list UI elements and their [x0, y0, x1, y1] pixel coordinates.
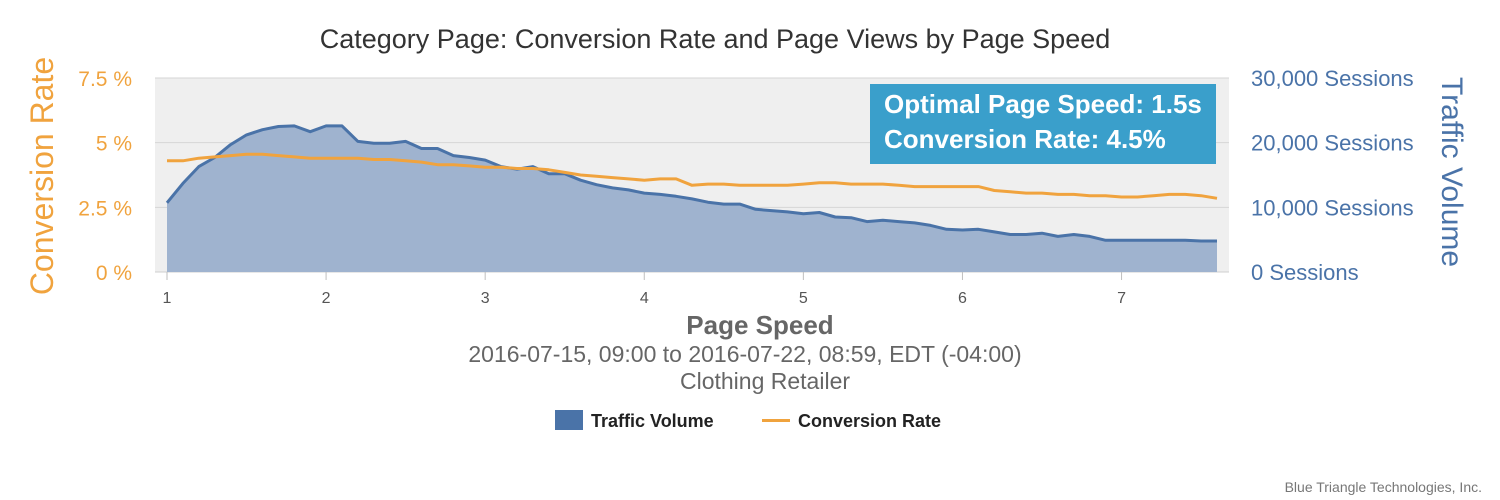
right-tick-label: 10,000 Sessions	[1251, 195, 1414, 220]
legend-swatch-conversion	[762, 419, 790, 422]
annotation-line-1: Optimal Page Speed: 1.5s	[884, 89, 1202, 119]
left-tick-label: 0 %	[96, 262, 132, 285]
x-tick-label: 3	[481, 290, 490, 307]
legend-label-traffic: Traffic Volume	[591, 411, 714, 431]
right-tick-label: 30,000 Sessions	[1251, 66, 1414, 91]
annotation-line-2: Conversion Rate: 4.5%	[884, 124, 1166, 154]
x-tick-label: 4	[640, 290, 649, 307]
right-axis: 0 Sessions 10,000 Sessions 20,000 Sessions…	[1251, 66, 1414, 285]
x-tick-label: 2	[322, 290, 331, 307]
annotation-box: Optimal Page Speed: 1.5s Conversion Rate…	[870, 84, 1216, 164]
right-axis-label: Traffic Volume	[1435, 77, 1468, 267]
legend-item-traffic[interactable]: Traffic Volume	[555, 410, 714, 431]
left-axis-label: Conversion Rate	[24, 57, 60, 295]
annotation-background	[870, 84, 1216, 164]
legend-label-conversion: Conversion Rate	[798, 411, 941, 431]
legend: Traffic Volume Conversion Rate	[555, 410, 941, 431]
legend-swatch-traffic	[555, 410, 583, 430]
x-axis: 1 2 3 4 5 6 7	[163, 272, 1126, 307]
conversion-layer	[167, 152, 1218, 200]
legend-item-conversion[interactable]: Conversion Rate	[762, 411, 941, 431]
left-tick-label: 5 %	[96, 133, 132, 156]
subtitle-company: Clothing Retailer	[680, 368, 850, 394]
right-tick-label: 0 Sessions	[1251, 260, 1359, 285]
left-axis: 0 % 2.5 % 5 % 7.5 %	[78, 68, 132, 285]
x-tick-label: 7	[1117, 290, 1126, 307]
x-tick-label: 5	[799, 290, 808, 307]
right-tick-label: 20,000 Sessions	[1251, 131, 1414, 156]
credit-text: Blue Triangle Technologies, Inc.	[1285, 479, 1482, 495]
left-tick-label: 7.5 %	[78, 68, 132, 91]
conversion-rate-line	[167, 152, 1218, 200]
x-axis-label: Page Speed	[686, 310, 833, 340]
x-tick-label: 6	[958, 290, 967, 307]
left-tick-label: 2.5 %	[78, 197, 132, 220]
subtitle-date-range: 2016-07-15, 09:00 to 2016-07-22, 08:59, …	[468, 341, 1021, 367]
x-tick-label: 1	[163, 290, 172, 307]
chart-title: Category Page: Conversion Rate and Page …	[320, 24, 1111, 54]
traffic-volume-line	[165, 124, 1217, 243]
